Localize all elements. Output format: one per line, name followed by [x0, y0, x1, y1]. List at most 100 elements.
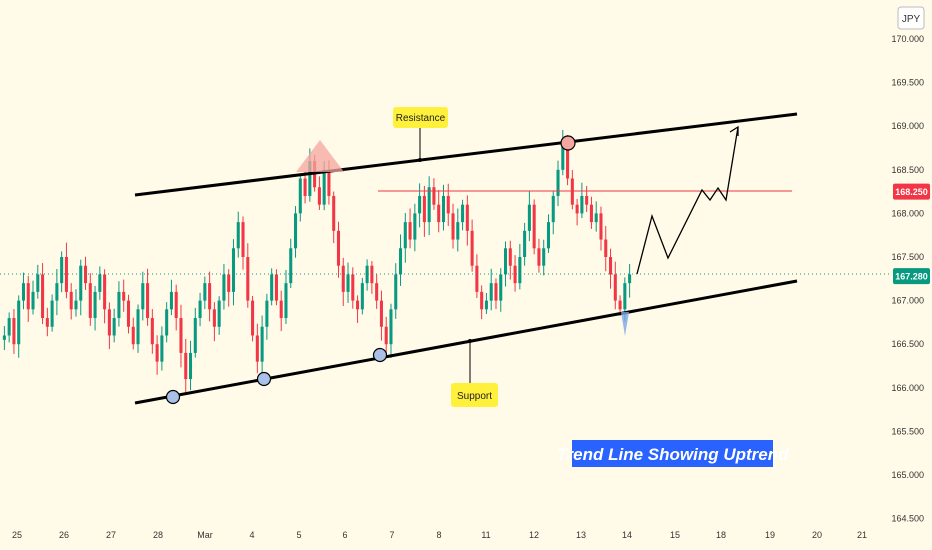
support-trendline[interactable] — [134, 279, 798, 405]
candle-body — [398, 248, 403, 275]
candle-body — [208, 283, 212, 310]
candle-body — [408, 222, 412, 240]
support-touch-2 — [256, 371, 272, 387]
candle-body — [212, 309, 216, 327]
support-callout-box[interactable] — [451, 383, 498, 407]
candle-body — [198, 300, 202, 319]
candle-body — [441, 195, 446, 223]
candle-body — [93, 291, 97, 319]
candle-body — [351, 274, 355, 301]
x-tick-label: 12 — [529, 530, 539, 540]
candle-body — [379, 300, 383, 327]
candle-body — [55, 283, 59, 301]
candle-body — [2, 335, 6, 340]
candle-body — [346, 274, 350, 292]
x-tick-label: 5 — [296, 530, 301, 540]
y-tick-label: 168.500 — [891, 165, 924, 175]
price-tag-box — [893, 268, 930, 285]
candle-body — [255, 335, 259, 362]
price-tag-box — [893, 183, 930, 200]
x-tick-label: 6 — [342, 530, 347, 540]
candle-body — [41, 274, 45, 319]
x-tick-label: 4 — [249, 530, 254, 540]
candle-body — [141, 283, 145, 310]
candle-body — [193, 318, 197, 353]
x-tick-label: 13 — [576, 530, 586, 540]
y-tick-label: 169.000 — [891, 121, 924, 131]
price-axis[interactable]: 170.000 169.500 169.000 168.500 168.000 167.5… — [891, 34, 924, 524]
y-tick-label: 166.000 — [891, 383, 924, 393]
candle-body — [308, 161, 312, 196]
candle-body — [384, 326, 388, 345]
y-tick-label: 168.000 — [891, 208, 924, 218]
candle-body — [126, 300, 131, 327]
candle-body — [341, 265, 345, 292]
candle-body — [537, 248, 541, 266]
candle-body — [322, 169, 326, 205]
candle-body — [160, 335, 164, 362]
candle-body — [418, 195, 422, 214]
candle-body — [279, 300, 283, 319]
projection-arrowhead — [729, 125, 739, 136]
price-tag-label: 167.280 — [895, 272, 928, 282]
support-callout-dot — [468, 339, 472, 343]
y-tick-label: 166.500 — [891, 339, 924, 349]
candle-body — [227, 274, 231, 292]
candle-body — [628, 274, 632, 284]
candle-body — [265, 300, 269, 327]
y-tick-label: 169.500 — [891, 78, 924, 88]
candle-body — [489, 283, 493, 301]
candle-body — [336, 230, 341, 266]
candle-body — [594, 213, 598, 223]
support-label: Support — [457, 391, 492, 402]
candle-body — [298, 178, 302, 214]
candle-body — [274, 274, 278, 301]
candle-body — [36, 274, 40, 292]
candle-body — [303, 178, 307, 196]
candle-body — [122, 291, 126, 301]
candle-body — [422, 195, 426, 223]
x-tick-label: 18 — [716, 530, 726, 540]
candle-body — [203, 283, 207, 301]
candlestick-series — [2, 129, 632, 393]
currency-box[interactable] — [897, 6, 925, 30]
y-tick-label: 165.500 — [891, 426, 924, 436]
candle-body — [179, 318, 183, 353]
candle-body — [456, 222, 460, 240]
candle-body — [188, 352, 193, 380]
candle-body — [98, 274, 102, 292]
candle-body — [136, 309, 140, 345]
candle-body — [604, 239, 608, 257]
candle-body — [45, 318, 49, 327]
price-tag-label: 168.250 — [895, 187, 928, 197]
resistance-trendline[interactable] — [134, 112, 798, 197]
x-tick-label: 25 — [12, 530, 22, 540]
candle-body — [613, 274, 617, 301]
candle-body — [293, 213, 298, 249]
x-tick-label: 27 — [106, 530, 116, 540]
resistance-callout-box[interactable] — [393, 107, 448, 128]
peak-triangle-marker — [296, 140, 344, 172]
resistance-label: Resistance — [396, 113, 446, 124]
candle-body — [585, 195, 589, 205]
low-arrow-marker — [621, 312, 629, 336]
candle-body — [623, 283, 627, 310]
candle-body — [107, 309, 111, 336]
candle-body — [241, 222, 245, 257]
candle-body — [556, 169, 560, 196]
candle-body — [246, 257, 250, 301]
banner-box — [572, 440, 773, 467]
candle-body — [437, 204, 441, 223]
x-tick-label: 7 — [389, 530, 394, 540]
x-tick-label: 20 — [812, 530, 822, 540]
y-tick-label: 167.500 — [891, 252, 924, 262]
candle-body — [146, 283, 150, 319]
candle-body — [570, 178, 574, 205]
time-axis[interactable]: 25 26 27 28 Mar 4 5 6 7 8 11 12 13 14 15 18 19 20 21 — [12, 530, 867, 540]
candle-body — [546, 222, 551, 249]
candle-body — [375, 283, 379, 301]
candle-body — [494, 283, 498, 301]
currency-label: JPY — [902, 14, 921, 25]
